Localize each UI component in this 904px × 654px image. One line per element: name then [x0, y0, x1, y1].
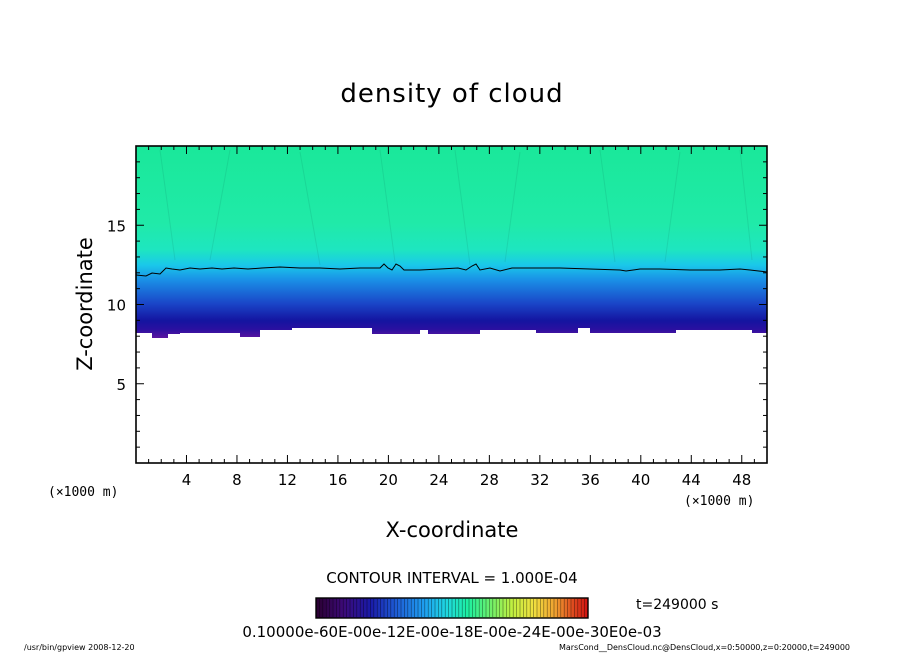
y-unit-label: (×1000 m) — [48, 485, 118, 500]
y-tick-label: 10 — [107, 297, 126, 315]
chart-title: density of cloud — [340, 79, 563, 109]
x-tick-label: 24 — [429, 471, 448, 489]
x-tick-label: 20 — [379, 471, 398, 489]
colorbar-divisions — [319, 599, 585, 617]
contour-interval-label: CONTOUR INTERVAL = 1.000E-04 — [326, 569, 577, 587]
contour-line — [136, 263, 767, 277]
x-tick-label: 32 — [530, 471, 549, 489]
x-axis-label: X-coordinate — [386, 518, 519, 542]
y-tick-label: 15 — [107, 217, 126, 235]
x-tick-label: 28 — [480, 471, 499, 489]
x-tick-label: 48 — [732, 471, 751, 489]
x-tick-label: 8 — [232, 471, 242, 489]
footer-right: MarsCond__DensCloud.nc@DensCloud,x=0:500… — [559, 643, 850, 652]
colorbar-labels: 0.10000e-60E-00e-12E-00e-18E-00e-24E-00e… — [242, 623, 661, 641]
field-texture — [159, 149, 753, 266]
plot-field — [136, 146, 767, 463]
x-tick-label: 44 — [682, 471, 701, 489]
x-unit-label: (×1000 m) — [684, 494, 754, 509]
time-label: t=249000 s — [636, 597, 718, 613]
y-axis-label: Z-coordinate — [73, 237, 97, 371]
x-axis: 4 8 12 16 20 24 28 32 36 40 44 48 — [148, 146, 755, 489]
cloud-density-field — [136, 146, 767, 338]
x-tick-label: 40 — [631, 471, 650, 489]
x-tick-label: 4 — [182, 471, 192, 489]
footer-left: /usr/bin/gpview 2008-12-20 — [24, 643, 135, 652]
y-axis: 5 10 15 — [107, 161, 767, 448]
x-tick-label: 16 — [328, 471, 347, 489]
x-tick-label: 36 — [581, 471, 600, 489]
x-tick-label: 12 — [278, 471, 297, 489]
y-tick-label: 5 — [116, 376, 126, 394]
